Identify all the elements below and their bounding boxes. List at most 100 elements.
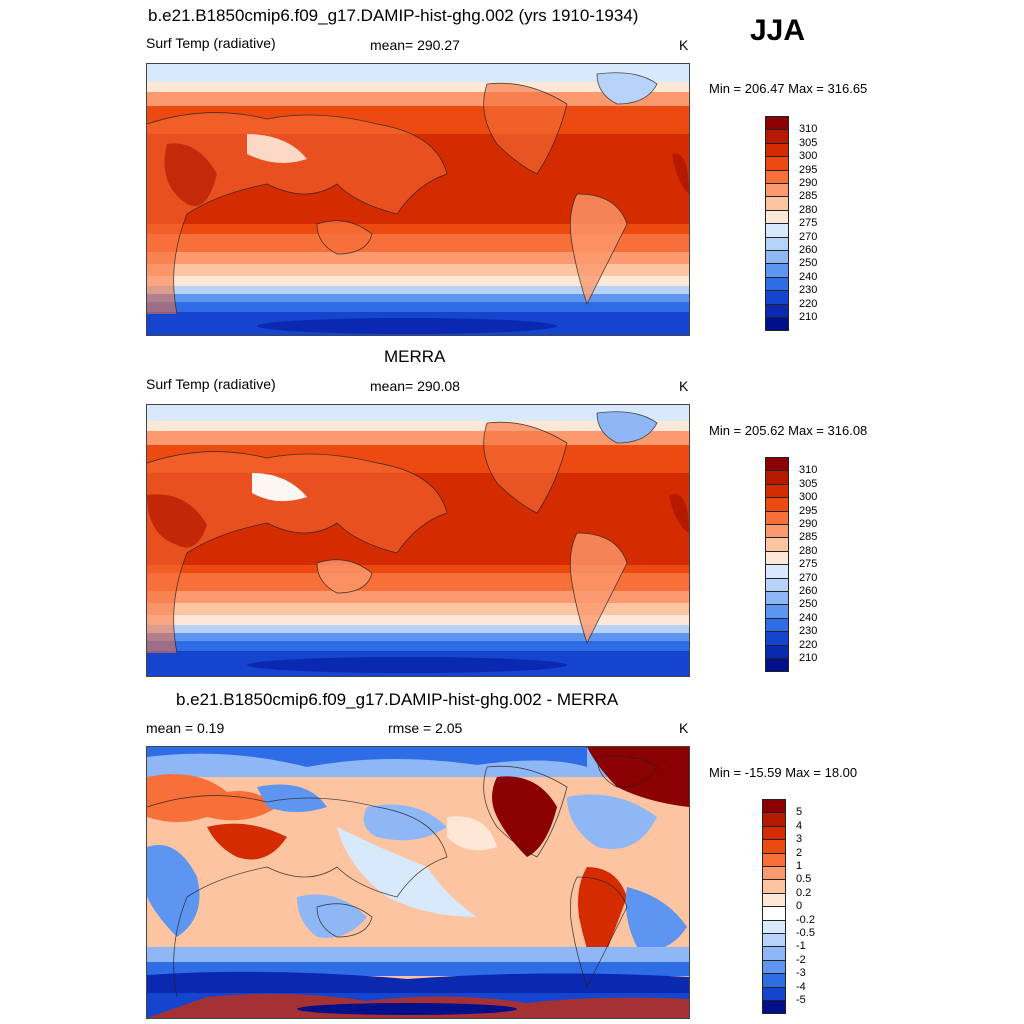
- colorbar-tick-label: 220: [799, 297, 818, 310]
- units-label: K: [679, 720, 689, 736]
- colorbar-swatch: [765, 564, 789, 579]
- colorbar-swatch: [765, 497, 789, 512]
- colorbar-swatch: [765, 510, 789, 525]
- minmax-label: Min = 206.47 Max = 316.65: [709, 81, 868, 96]
- difference-field: [147, 747, 689, 1018]
- colorbar-tick-label: -2: [796, 953, 806, 966]
- colorbar-swatch: [765, 470, 789, 485]
- colorbar-swatch: [765, 209, 789, 225]
- colorbar-tick-label: 0.5: [796, 873, 812, 886]
- colorbar-swatch: [765, 317, 789, 332]
- minmax-label: Min = 205.62 Max = 316.08: [709, 423, 868, 438]
- colorbar-swatch: [765, 550, 789, 566]
- colorbar-swatch: [762, 906, 786, 921]
- colorbar-tick-label: 300: [799, 150, 818, 163]
- minmax-label: Min = -15.59 Max = 18.00: [709, 765, 858, 780]
- colorbar-tick-label: -4: [796, 980, 806, 993]
- colorbar-swatch: [765, 250, 789, 265]
- mean-label: mean = 0.19: [146, 720, 225, 736]
- colorbar-tick-label: 285: [799, 531, 818, 544]
- colorbar-swatch: [765, 276, 789, 292]
- temperature-field: [147, 64, 689, 335]
- colorbar-swatch: [765, 223, 789, 238]
- colorbar-swatch: [762, 825, 786, 841]
- colorbar-swatch: [765, 169, 789, 184]
- colorbar-tick-label: 280: [799, 203, 818, 216]
- colorbar-tick-label: 3: [796, 833, 803, 846]
- colorbar-swatch: [762, 812, 786, 827]
- colorbar-tick-label: 310: [799, 464, 818, 477]
- colorbar-tick-label: -0.2: [796, 913, 815, 926]
- colorbar-tick-label: 250: [799, 257, 818, 270]
- colorbar-tick-label: 250: [799, 598, 818, 611]
- colorbar-swatch: [765, 142, 789, 158]
- units-label: K: [679, 37, 689, 53]
- colorbar-tick-label: 295: [799, 504, 818, 517]
- variable-label: Surf Temp (radiative): [146, 35, 276, 51]
- colorbar-tick-label: -5: [796, 994, 806, 1006]
- colorbar-swatch: [765, 604, 789, 619]
- colorbar-swatch: [762, 986, 786, 1001]
- colorbar-swatch: [762, 919, 786, 934]
- colorbar-frame: [765, 457, 789, 673]
- colorbar-tick-label: 305: [799, 136, 818, 149]
- colorbar-tick-label: 270: [799, 230, 818, 243]
- colorbar-tick-label: 2: [796, 846, 803, 859]
- colorbar-swatch: [762, 866, 786, 881]
- colorbar-tick-label: 230: [799, 284, 818, 297]
- colorbar-swatch: [762, 879, 786, 894]
- colorbar-swatch: [762, 946, 786, 961]
- colorbar-tick-label: 280: [799, 544, 818, 557]
- colorbar-swatch: [765, 658, 789, 673]
- colorbar-tick-label: 290: [799, 518, 818, 530]
- units-label: K: [679, 378, 689, 394]
- map-plot: [146, 746, 690, 1019]
- colorbar-tick-label: 290: [799, 177, 818, 189]
- season-label: JJA: [750, 14, 806, 47]
- panel-title: b.e21.B1850cmip6.f09_g17.DAMIP-hist-ghg.…: [148, 6, 639, 25]
- colorbar-tick-label: 4: [796, 819, 803, 832]
- colorbar-swatch: [762, 852, 786, 867]
- colorbar-swatch: [765, 631, 789, 646]
- colorbar-swatch: [765, 483, 789, 499]
- colorbar-swatch: [765, 290, 789, 305]
- colorbar-swatch: [762, 933, 786, 948]
- colorbar-tick-label: 270: [799, 571, 818, 584]
- colorbar-swatch: [765, 129, 789, 144]
- mean-label: mean= 290.08: [370, 378, 460, 394]
- colorbar-frame: [765, 116, 789, 332]
- colorbar-swatch: [762, 1000, 786, 1015]
- colorbar-swatch: [762, 973, 786, 988]
- map-plot: [146, 404, 690, 677]
- panel-title: b.e21.B1850cmip6.f09_g17.DAMIP-hist-ghg.…: [176, 690, 619, 709]
- colorbar-swatch: [762, 839, 786, 854]
- colorbar-swatch: [765, 524, 789, 539]
- colorbar-tick-label: 0: [796, 900, 803, 913]
- colorbar-swatch: [765, 537, 789, 552]
- temperature-field: [147, 405, 689, 676]
- colorbar-swatch: [765, 591, 789, 606]
- colorbar-tick-label: 260: [799, 244, 818, 256]
- colorbar-tick-label: 300: [799, 491, 818, 504]
- colorbar-swatch: [765, 303, 789, 318]
- colorbar-swatch: [762, 959, 786, 975]
- colorbar-tick-label: 295: [799, 163, 818, 176]
- colorbar-tick-label: 5: [796, 806, 803, 819]
- colorbar-tick-label: 305: [799, 477, 818, 490]
- mean-label: mean= 290.27: [370, 37, 460, 53]
- colorbar-tick-label: 1: [796, 860, 803, 872]
- map-plot: [146, 63, 690, 336]
- colorbar-tick-label: 275: [799, 217, 818, 230]
- colorbar-tick-label: -1: [796, 940, 806, 953]
- colorbar-swatch: [765, 644, 789, 659]
- colorbar-tick-label: 230: [799, 625, 818, 638]
- colorbar-swatch: [765, 156, 789, 171]
- colorbar-tick-label: 285: [799, 190, 818, 203]
- colorbar-tick-label: 210: [799, 652, 818, 664]
- colorbar-swatch: [765, 183, 789, 198]
- variable-label: Surf Temp (radiative): [146, 376, 276, 392]
- colorbar-tick-label: 240: [799, 270, 818, 283]
- colorbar-frame: [762, 799, 786, 1015]
- colorbar-tick-label: -3: [796, 967, 806, 980]
- colorbar-tick-label: 240: [799, 611, 818, 624]
